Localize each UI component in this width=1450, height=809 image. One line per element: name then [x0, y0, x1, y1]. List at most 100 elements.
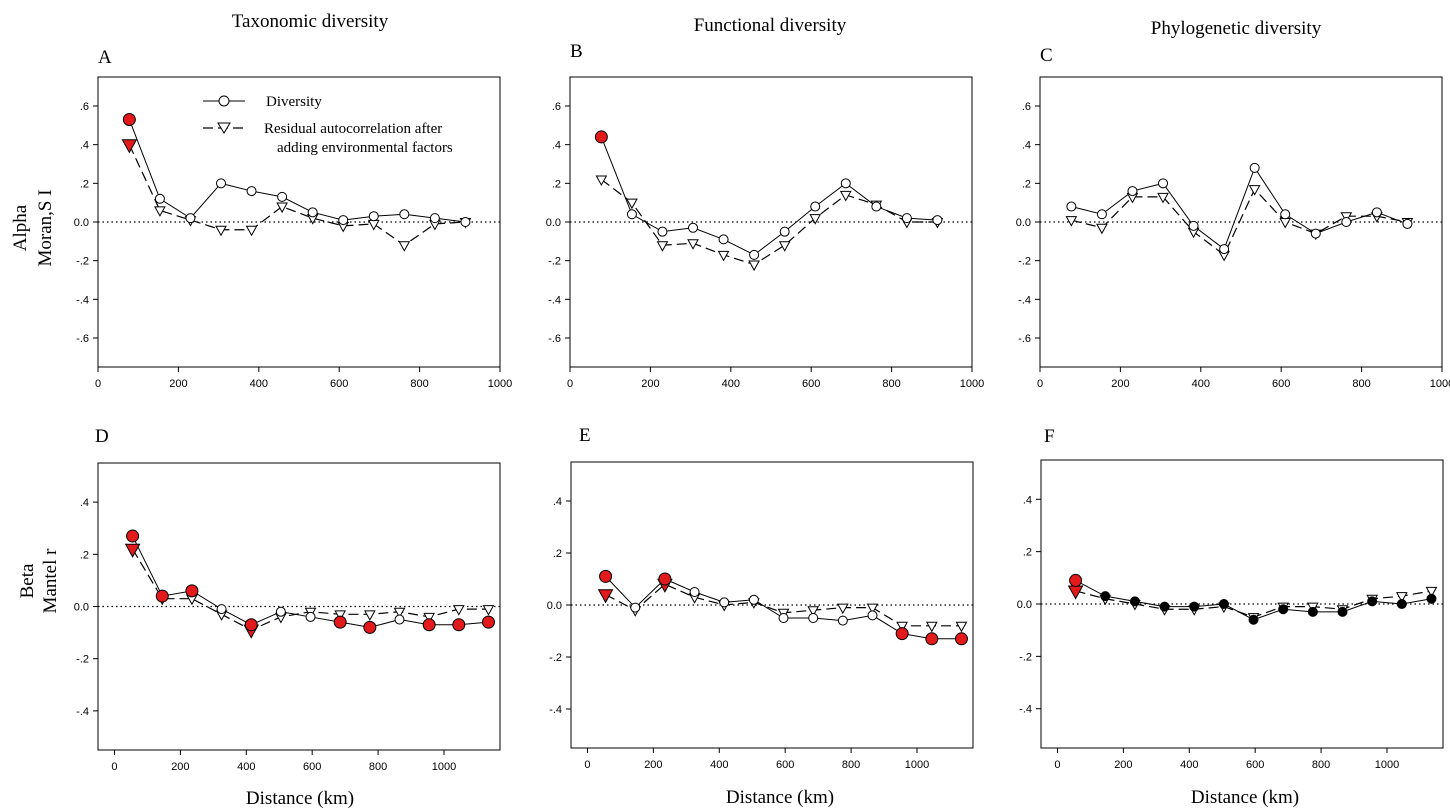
series-diversity-line-a [128, 119, 466, 223]
series-diversity-point-c [1341, 217, 1352, 227]
series-residual-point-b [717, 250, 730, 262]
x-tick-label-a: 0 [95, 378, 101, 390]
y-tick-label-a: .4 [80, 140, 89, 152]
plot-frame-c [1039, 76, 1443, 368]
series-diversity-point-d [155, 589, 169, 603]
series-residual-point-e [836, 603, 849, 615]
panel-f-phylogenetic-beta: F 0 200 400 600 800 1000 .4 .2 0.0 -.2 -.4 Distance … [1017, 426, 1444, 808]
series-diversity-line-c [1071, 166, 1408, 250]
y-tick-label-a: -.2 [76, 256, 89, 268]
series-diversity-point-e [925, 632, 939, 646]
series-residual-point-a [245, 225, 258, 237]
series-residual-point-a [367, 219, 380, 231]
series-diversity-point-f [1069, 573, 1083, 587]
x-axis-label-f: Distance (km) [1191, 787, 1299, 808]
x-tick-label-c: 600 [1272, 378, 1290, 390]
series-diversity-point-b [810, 201, 821, 212]
series-diversity-point-b [688, 222, 699, 233]
legend-marker-residual [217, 122, 231, 134]
plot-frame-b [569, 76, 973, 368]
x-tick-label-e: 1000 [905, 759, 929, 771]
series-residual-point-a [276, 202, 288, 214]
x-tick-label-a: 400 [250, 378, 268, 390]
panel-c-phylogenetic-alpha: C 0 200 400 600 800 1000 .6 .4 .2 0.0 -.2 -.4 -.6 [1016, 45, 1450, 390]
x-tick-label-e: 800 [842, 759, 860, 771]
series-diversity-point-c [1188, 220, 1199, 231]
series-diversity-line-e [605, 576, 962, 640]
series-diversity-point-c [1402, 218, 1413, 229]
x-tick-label-b: 600 [802, 378, 820, 390]
panel-letter-a: A [98, 47, 112, 68]
x-tick-label-f: 800 [1312, 759, 1330, 771]
panel-letter-f: F [1044, 426, 1055, 447]
series-diversity-point-a [216, 178, 227, 189]
series-residual-point-d [334, 610, 347, 621]
y-tick-label-b: .6 [552, 101, 561, 113]
series-diversity-point-a [368, 211, 379, 222]
x-tick-label-e: 0 [584, 759, 590, 771]
series-diversity-point-b [932, 215, 943, 226]
series-residual-point-b [809, 214, 822, 225]
series-residual-point-e [807, 606, 820, 617]
series-diversity-point-d [185, 584, 199, 598]
series-diversity-point-b [657, 226, 668, 237]
x-tick-label-f: 200 [1114, 759, 1132, 771]
series-diversity-point-e [808, 613, 819, 623]
series-diversity-point-f [1307, 606, 1318, 617]
series-diversity-point-f [1189, 601, 1200, 612]
legend-marker-diversity [218, 95, 230, 107]
series-diversity-point-e [837, 615, 848, 626]
y-tick-label-a: .6 [80, 101, 89, 113]
x-tick-label-a: 600 [330, 378, 348, 390]
series-diversity-point-f [1248, 614, 1259, 625]
series-diversity-point-e [689, 587, 700, 597]
series-residual-point-d [452, 605, 465, 616]
series-diversity-point-a [122, 113, 136, 127]
panel-d-taxonomic-beta: D 0 200 400 600 800 1000 .4 .2 0.0 -.2 -.4 Distance … [74, 426, 501, 809]
y-tick-label-b: .4 [552, 140, 561, 152]
y-tick-label-f: -.2 [1019, 651, 1032, 663]
y-tick-label-d: .2 [80, 549, 89, 561]
x-tick-label-b: 200 [641, 378, 659, 390]
series-diversity-point-e [778, 613, 789, 623]
series-residual-point-d [393, 607, 406, 619]
series-diversity-point-e [658, 572, 672, 586]
y-tick-label-e: -.4 [549, 704, 562, 716]
legend-label-residual-line2: adding environmental factors [277, 140, 453, 156]
column-title-taxonomic: Taxonomic diversity [232, 11, 389, 32]
series-residual-point-e [597, 589, 614, 604]
x-tick-label-d: 400 [237, 761, 255, 773]
series-residual-line-b [600, 178, 938, 266]
row-label-alpha: Alpha Moran,S I [10, 189, 56, 266]
y-tick-label-b: .2 [552, 178, 561, 190]
x-tick-label-c: 800 [1352, 378, 1370, 390]
series-residual-point-d [124, 543, 141, 558]
series-diversity-point-d [244, 618, 258, 632]
series-residual-point-b [778, 241, 791, 252]
y-tick-label-c: .2 [1022, 178, 1031, 190]
row-label-alpha-line1: Alpha [10, 204, 31, 251]
x-tick-label-e: 600 [776, 759, 794, 771]
x-axis-label-d: Distance (km) [246, 788, 354, 809]
series-residual-point-c [1065, 216, 1078, 227]
legend-label-diversity: Diversity [266, 94, 322, 110]
series-diversity-point-c [1371, 207, 1382, 218]
series-residual-line-c [1071, 188, 1408, 256]
series-diversity-point-b [594, 130, 608, 144]
y-tick-label-f: .4 [1023, 494, 1032, 506]
y-tick-label-c: -.4 [1018, 294, 1031, 306]
series-diversity-point-f [1426, 593, 1437, 604]
x-tick-label-f: 600 [1246, 759, 1264, 771]
series-residual-point-f [1425, 586, 1438, 598]
series-diversity-point-d [394, 614, 405, 625]
series-diversity-point-a [460, 217, 471, 227]
x-tick-label-b: 800 [882, 378, 900, 390]
y-tick-label-a: -.4 [76, 294, 89, 306]
x-tick-label-d: 1000 [432, 761, 456, 773]
series-residual-point-f [1395, 592, 1408, 603]
series-diversity-point-c [1158, 178, 1169, 189]
y-tick-label-f: .2 [1023, 547, 1032, 559]
series-diversity-point-c [1280, 209, 1291, 220]
series-diversity-point-b [871, 201, 882, 212]
x-tick-label-d: 0 [111, 761, 117, 773]
